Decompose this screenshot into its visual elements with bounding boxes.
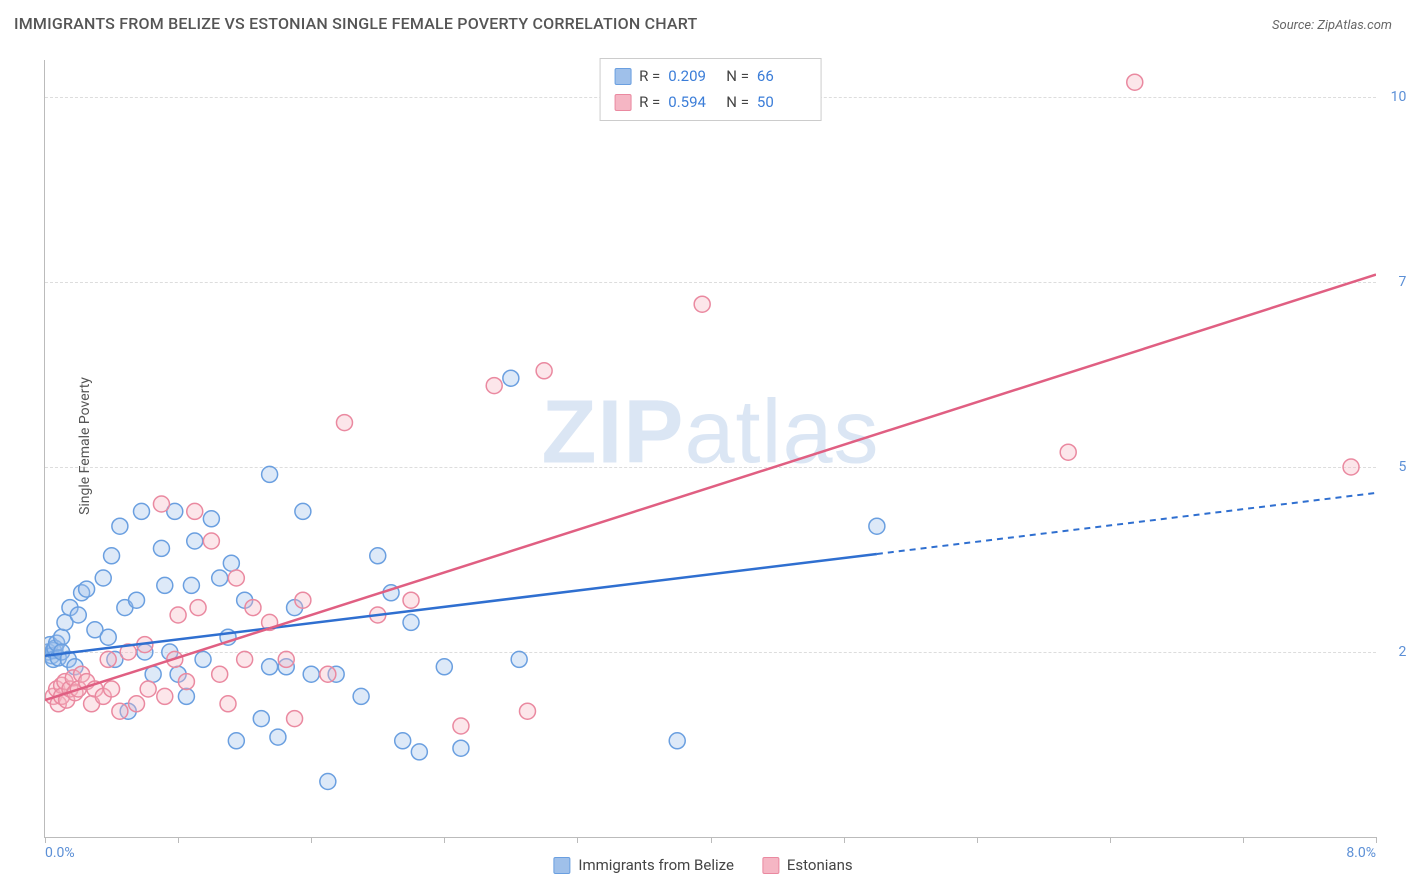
legend-label: Immigrants from Belize bbox=[578, 856, 734, 874]
legend-row-estonians: R = 0.594 N = 50 bbox=[614, 90, 807, 116]
r-value-belize: 0.209 bbox=[668, 64, 718, 90]
n-value-belize: 66 bbox=[757, 64, 807, 90]
correlation-legend: R = 0.209 N = 66 R = 0.594 N = 50 bbox=[599, 58, 822, 121]
plot-svg bbox=[45, 60, 1376, 837]
n-value-estonians: 50 bbox=[757, 90, 807, 116]
plot-area: ZIPatlas R = 0.209 N = 66 R = 0.594 N = … bbox=[44, 60, 1376, 838]
series-legend: Immigrants from Belize Estonians bbox=[553, 856, 852, 874]
chart-frame: ZIPatlas R = 0.209 N = 66 R = 0.594 N = … bbox=[44, 60, 1376, 838]
legend-swatch-icon bbox=[553, 857, 570, 874]
source-attribution: Source: ZipAtlas.com bbox=[1272, 18, 1392, 33]
header: IMMIGRANTS FROM BELIZE VS ESTONIAN SINGL… bbox=[14, 14, 1392, 33]
legend-label: Estonians bbox=[787, 856, 853, 874]
legend-row-belize: R = 0.209 N = 66 bbox=[614, 64, 807, 90]
legend-item-estonians: Estonians bbox=[762, 856, 853, 874]
legend-item-belize: Immigrants from Belize bbox=[553, 856, 734, 874]
y-tick-label: 25.0% bbox=[1382, 644, 1406, 660]
y-tick-label: 75.0% bbox=[1382, 274, 1406, 290]
y-tick-label: 100.0% bbox=[1382, 89, 1406, 105]
r-value-estonians: 0.594 bbox=[668, 90, 718, 116]
legend-swatch-estonians bbox=[614, 94, 631, 111]
x-tick-label: 8.0% bbox=[1346, 845, 1376, 861]
legend-swatch-icon bbox=[762, 857, 779, 874]
chart-title: IMMIGRANTS FROM BELIZE VS ESTONIAN SINGL… bbox=[14, 14, 697, 33]
y-tick-label: 50.0% bbox=[1382, 459, 1406, 475]
legend-swatch-belize bbox=[614, 68, 631, 85]
x-tick-label: 0.0% bbox=[45, 845, 75, 861]
